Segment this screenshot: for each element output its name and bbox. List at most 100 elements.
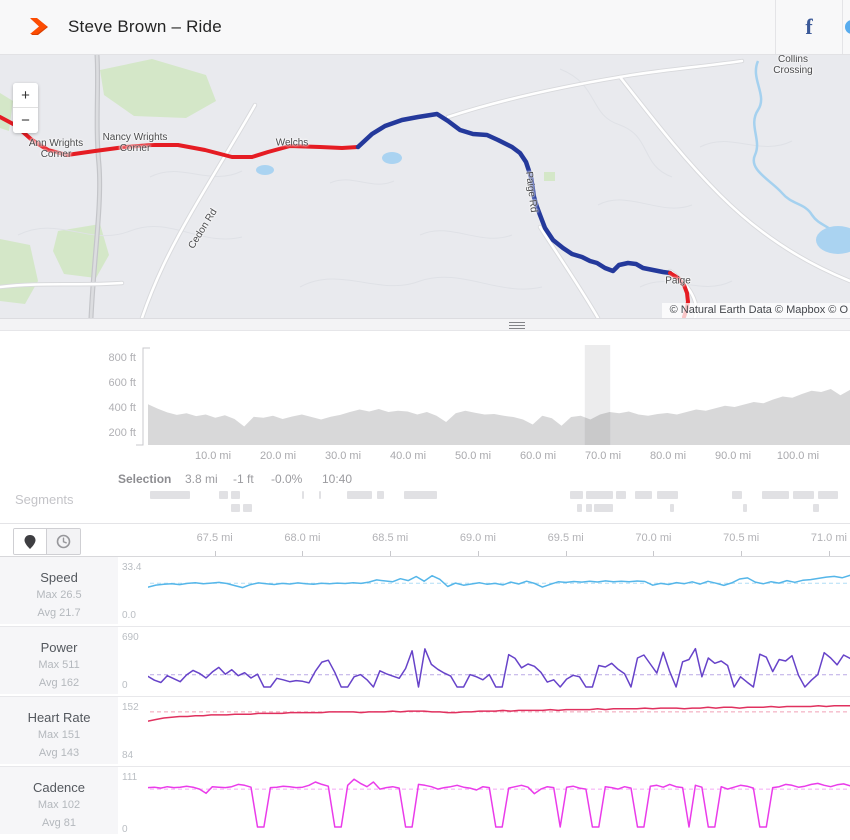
stream-row-speed: Speed Max 26.5 Avg 21.7 33.4 0.0 [0, 557, 850, 627]
segment-bar[interactable] [377, 491, 384, 499]
twitter-share-button-partial[interactable] [842, 0, 850, 54]
segment-bar[interactable] [150, 491, 190, 499]
segment-bar[interactable] [594, 504, 613, 512]
facebook-icon: f [805, 14, 813, 39]
speed-chart[interactable] [148, 557, 850, 627]
route-red-west [0, 115, 360, 159]
stream-panel-speed[interactable]: Speed Max 26.5 Avg 21.7 [0, 557, 118, 624]
power-chart[interactable] [148, 627, 850, 697]
detail-axis-tick-label: 67.5 mi [196, 532, 233, 544]
stream-row-power: Power Max 511 Avg 162 690 0 [0, 627, 850, 697]
segment-bar[interactable] [586, 504, 592, 512]
route-map[interactable]: Ann Wrights Corner Nancy Wrights Corner We… [0, 55, 850, 318]
map-park-areas [0, 59, 555, 304]
detail-axis-tick [828, 551, 830, 556]
segment-bar[interactable] [657, 491, 678, 499]
detail-axis-tick-label: 71.0 mi [810, 532, 847, 544]
elevation-canvas [136, 345, 850, 446]
map-resize-handle[interactable] [0, 318, 850, 331]
segment-bar[interactable] [570, 491, 583, 499]
elevation-selection-band[interactable] [584, 345, 611, 445]
segment-bar[interactable] [347, 491, 372, 499]
segment-bar[interactable] [813, 504, 819, 512]
segments-row: Segments [0, 487, 850, 524]
stream-row-heartrate: Heart Rate Max 151 Avg 143 152 84 [0, 697, 850, 767]
route-selected-blue [355, 111, 673, 276]
facebook-share-button[interactable]: f [775, 0, 842, 54]
detail-axis-tick [565, 551, 567, 556]
cadence-chart[interactable] [148, 767, 850, 837]
segment-bar[interactable] [231, 491, 240, 499]
segment-bar[interactable] [577, 504, 582, 512]
stream-avg: Avg 143 [38, 747, 80, 759]
elevation-x-tick: 50.0 mi [454, 450, 492, 462]
segment-bar[interactable] [793, 491, 814, 499]
map-zoom-control: + − [13, 83, 38, 133]
detail-axis-tick-label: 69.5 mi [547, 532, 584, 544]
heartrate-chart[interactable] [148, 697, 850, 767]
segment-bar[interactable] [404, 491, 437, 499]
segment-bar[interactable] [586, 491, 613, 499]
segment-bar[interactable] [818, 491, 838, 499]
elevation-x-tick: 10.0 mi [194, 450, 232, 462]
location-pin-icon [24, 534, 36, 549]
stream-panel-power[interactable]: Power Max 511 Avg 162 [0, 627, 118, 694]
detail-axis-tick [741, 551, 743, 556]
selection-distance: 3.8 mi [185, 472, 218, 486]
selection-grade: -0.0% [271, 472, 303, 486]
elevation-y-tick: 600 ft [108, 377, 136, 389]
map-place-label: Nancy Wrights Corner [102, 132, 168, 154]
map-place-label: Welchs [275, 137, 309, 149]
elevation-chart[interactable]: 800 ft 600 ft 400 ft 200 ft 10.0 mi 20.0 mi 3… [0, 331, 850, 470]
segment-bar[interactable] [616, 491, 626, 499]
y-axis-max: 152 [122, 702, 139, 713]
grip-icon [509, 322, 525, 329]
segment-bar[interactable] [243, 504, 252, 512]
segment-bar[interactable] [670, 504, 674, 512]
y-axis-min: 84 [122, 750, 134, 761]
y-axis-max: 111 [122, 772, 138, 783]
app-logo-icon [26, 14, 52, 40]
distance-mode-button[interactable] [14, 529, 47, 554]
detail-axis-tick [653, 551, 655, 556]
time-mode-button[interactable] [47, 529, 80, 554]
segment-bar[interactable] [219, 491, 228, 499]
stream-max: Max 151 [37, 729, 81, 741]
segment-bar[interactable] [635, 491, 652, 499]
clock-icon [56, 534, 71, 549]
segment-bar[interactable] [762, 491, 789, 499]
elevation-x-tick: 30.0 mi [324, 450, 362, 462]
segment-bar[interactable] [231, 504, 240, 512]
share-icons: f [775, 0, 850, 54]
segment-bar[interactable] [302, 491, 304, 499]
stream-title: Cadence [32, 780, 86, 795]
y-axis-min: 0 [122, 680, 128, 691]
twitter-icon [845, 20, 850, 34]
header: Steve Brown – Ride f [0, 0, 850, 55]
segment-bar[interactable] [732, 491, 742, 499]
segment-bar[interactable] [319, 491, 321, 499]
detail-axis-tick-label: 68.5 mi [372, 532, 409, 544]
map-zoom-out-button[interactable]: − [13, 108, 38, 133]
segments-label: Segments [15, 492, 74, 507]
stream-avg: Avg 21.7 [37, 607, 81, 619]
segment-bar[interactable] [743, 504, 747, 512]
map-attribution[interactable]: © Natural Earth Data © Mapbox © O [661, 303, 850, 318]
elevation-x-tick: 20.0 mi [259, 450, 297, 462]
stream-row-cadence: Cadence Max 102 Avg 81 111 0 [0, 767, 850, 840]
stream-avg: Avg 162 [38, 677, 80, 689]
map-zoom-in-button[interactable]: + [13, 83, 38, 108]
stream-avg: Avg 81 [41, 817, 77, 829]
stream-charts: Speed Max 26.5 Avg 21.7 33.4 0.0 Power M… [0, 557, 850, 840]
stream-panel-cadence[interactable]: Cadence Max 102 Avg 81 [0, 767, 118, 834]
elevation-x-tick: 90.0 mi [714, 450, 752, 462]
stream-panel-heartrate[interactable]: Heart Rate Max 151 Avg 143 [0, 697, 118, 764]
detail-axis-tick-label: 70.5 mi [723, 532, 760, 544]
detail-axis-tick-label: 69.0 mi [459, 532, 496, 544]
detail-axis-tick [477, 551, 479, 556]
map-canvas [0, 55, 850, 318]
selection-label: Selection [118, 472, 172, 486]
detail-axis-tick-label: 70.0 mi [635, 532, 672, 544]
stream-title: Heart Rate [27, 710, 91, 725]
